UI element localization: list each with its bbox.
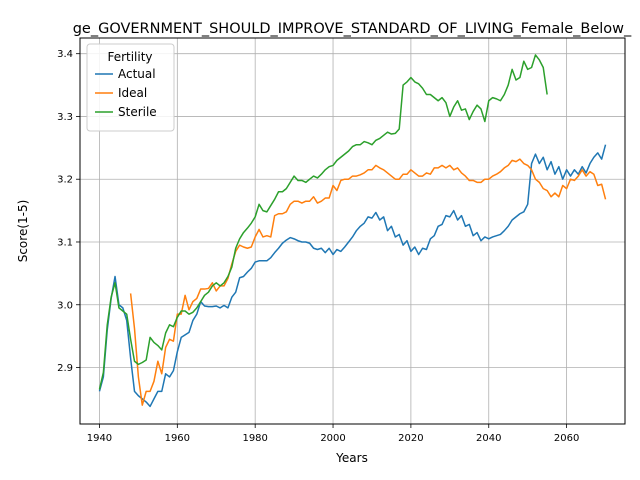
x-tick-label: 2000 [320,433,345,444]
y-tick-label: 3.3 [57,112,73,123]
y-tick-label: 3.1 [57,237,73,248]
legend-title: Fertility [107,50,152,64]
x-axis-ticks: 1940 1960 1980 2000 2020 2040 2060 [87,424,579,444]
x-tick-label: 2040 [476,433,501,444]
legend: Fertility Actual Ideal Sterile [86,43,175,132]
series-line-sterile [98,54,548,390]
series-line-ideal [129,158,607,406]
x-tick-label: 1980 [242,433,267,444]
series-line-actual [98,144,607,408]
legend-label-actual: Actual [118,67,156,81]
chart-title: ge_GOVERNMENT_SHOULD_IMPROVE_STANDARD_OF… [73,21,632,37]
x-tick-label: 1960 [165,433,190,444]
y-tick-label: 3.2 [57,175,73,186]
y-axis-label: Score(1-5) [16,200,30,263]
y-tick-label: 2.9 [57,363,73,374]
y-axis-ticks: 2.9 3.0 3.1 3.2 3.3 3.4 [57,49,80,374]
x-tick-label: 2060 [554,433,579,444]
legend-box [86,43,175,132]
legend-items: Actual Ideal Sterile [95,67,157,119]
x-tick-label: 2020 [398,433,423,444]
series-lines [98,54,607,408]
x-axis-label: Years [335,451,368,465]
legend-label-ideal: Ideal [118,86,147,100]
y-tick-label: 3.4 [57,49,73,60]
plot-frame [79,37,626,425]
y-tick-label: 3.0 [57,300,73,311]
legend-label-sterile: Sterile [118,105,157,119]
x-tick-label: 1940 [87,433,112,444]
